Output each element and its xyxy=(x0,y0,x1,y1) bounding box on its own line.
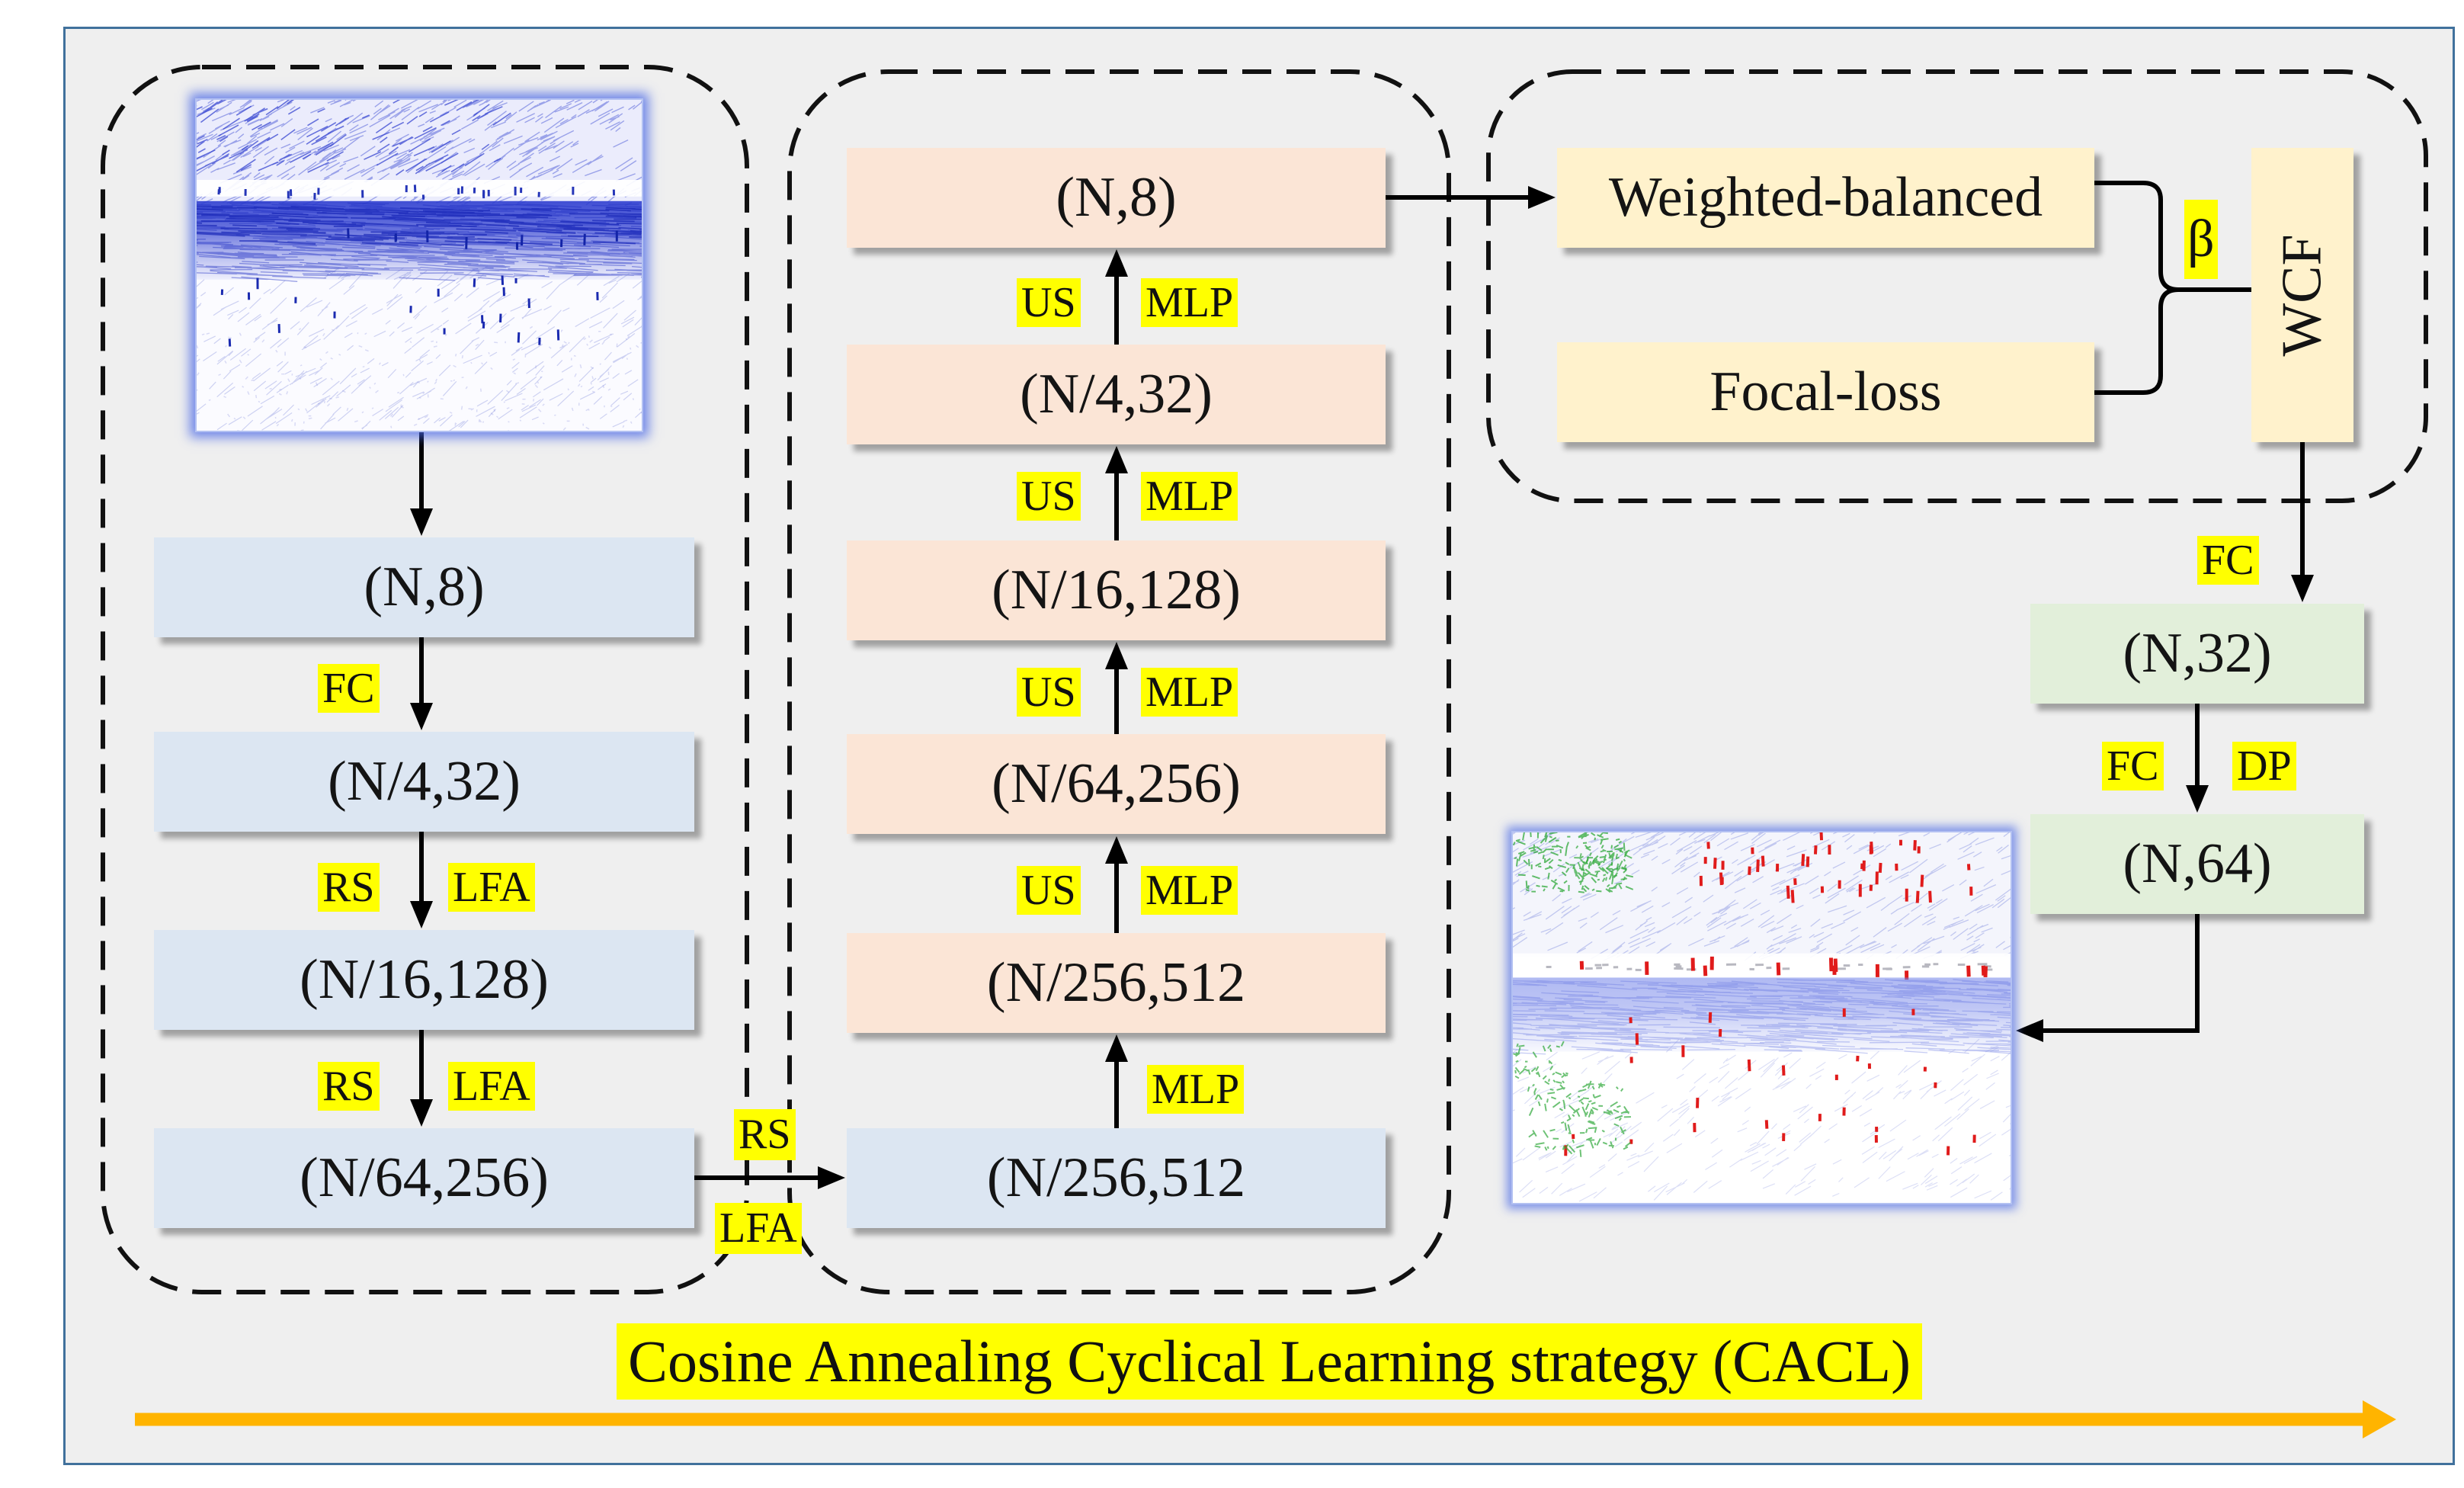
head-step-label-right: DP xyxy=(2232,742,2296,790)
head-box-n32: (N,32) xyxy=(2030,604,2364,704)
encoder-box-2: (N/4,32) xyxy=(154,732,694,832)
decoder-step-1-label-right: MLP xyxy=(1141,278,1238,327)
wcf-box: WCF xyxy=(2251,148,2353,442)
decoder-step-3-label-right: MLP xyxy=(1141,668,1238,717)
encoder-step-2-label-left: RS xyxy=(318,863,380,912)
vegetation-points-left xyxy=(1513,1041,1568,1086)
lower-point-streaks xyxy=(197,265,642,431)
pole-points-lower xyxy=(1564,1008,1976,1156)
upper-tint xyxy=(1513,832,2011,957)
decoder-box-6: (N/256,512 xyxy=(847,1128,1386,1228)
loss-combine-brace xyxy=(2094,181,2251,395)
segmentation-result-render xyxy=(1513,832,2011,1203)
focal-loss-box: Focal-loss xyxy=(1557,342,2094,442)
encoder-step-1-label: FC xyxy=(318,664,380,713)
decoder-step-4-label-right: MLP xyxy=(1141,866,1238,915)
band-pole-marks xyxy=(347,228,618,250)
strip-marks xyxy=(217,184,616,200)
decoder-step-5-label-right: MLP xyxy=(1147,1065,1245,1114)
head-fc-label: FC xyxy=(2197,536,2259,585)
bright-strip xyxy=(197,180,642,197)
decoder-step-2-label-right: MLP xyxy=(1141,472,1238,521)
upper-dense-streaks xyxy=(197,100,511,176)
encoder-box-1: (N,8) xyxy=(154,537,694,637)
head-step-label-left: FC xyxy=(2102,742,2164,790)
pole-points-top xyxy=(1699,832,1973,903)
dense-band xyxy=(1513,977,2011,1052)
decoder-step-3-label-left: US xyxy=(1017,668,1081,717)
decoder-box-4: (N/64,256) xyxy=(847,734,1386,834)
lower-pole-marks xyxy=(220,275,599,347)
pole-points-strip xyxy=(1579,956,1988,980)
head-box-n64: (N,64) xyxy=(2030,814,2364,914)
upper-point-streaks xyxy=(1513,832,2011,961)
encoder-group-outline xyxy=(101,65,749,1294)
scattered-points xyxy=(197,326,642,431)
input-point-cloud-render xyxy=(197,100,642,431)
encoder-step-3-label-right: LFA xyxy=(448,1062,535,1111)
decoder-box-5: (N/256,512 xyxy=(847,933,1386,1033)
encoder-step-3-label-left: RS xyxy=(318,1062,380,1111)
beta-weight-label: β xyxy=(2184,200,2218,279)
lower-point-streaks xyxy=(1513,1038,2011,1202)
decoder-step-4-label-left: US xyxy=(1017,866,1081,915)
segmentation-result-image xyxy=(1511,831,2012,1204)
encoder-box-3: (N/16,128) xyxy=(154,930,694,1030)
band-streaks xyxy=(1513,978,2011,1055)
band-dark-streaks xyxy=(197,205,642,247)
decoder-box-3: (N/16,128) xyxy=(847,540,1386,640)
arrow-n64-to-output xyxy=(2016,914,2200,1042)
bridge-label-bottom: LFA xyxy=(715,1203,802,1254)
loss-group-outline xyxy=(1486,69,2428,503)
cacl-caption: Cosine Annealing Cyclical Learning strat… xyxy=(617,1323,1923,1400)
encoder-box-4: (N/64,256) xyxy=(154,1128,694,1228)
vegetation-points-bottom xyxy=(1527,1080,1631,1157)
decoder-step-1-label-left: US xyxy=(1017,278,1081,327)
decoder-box-1: (N,8) xyxy=(847,148,1386,248)
decoder-box-2: (N/4,32) xyxy=(847,345,1386,444)
encoder-step-2-label-right: LFA xyxy=(448,863,535,912)
wcf-label: WCF xyxy=(2270,233,2334,357)
decoder-group-outline xyxy=(787,69,1451,1294)
weighted-balanced-loss-box: Weighted-balanced xyxy=(1557,148,2094,248)
bridge-label-top: RS xyxy=(734,1109,796,1160)
input-point-cloud-image xyxy=(195,98,643,432)
vegetation-points-top-2 xyxy=(1573,845,1633,890)
decoder-step-2-label-left: US xyxy=(1017,472,1081,521)
